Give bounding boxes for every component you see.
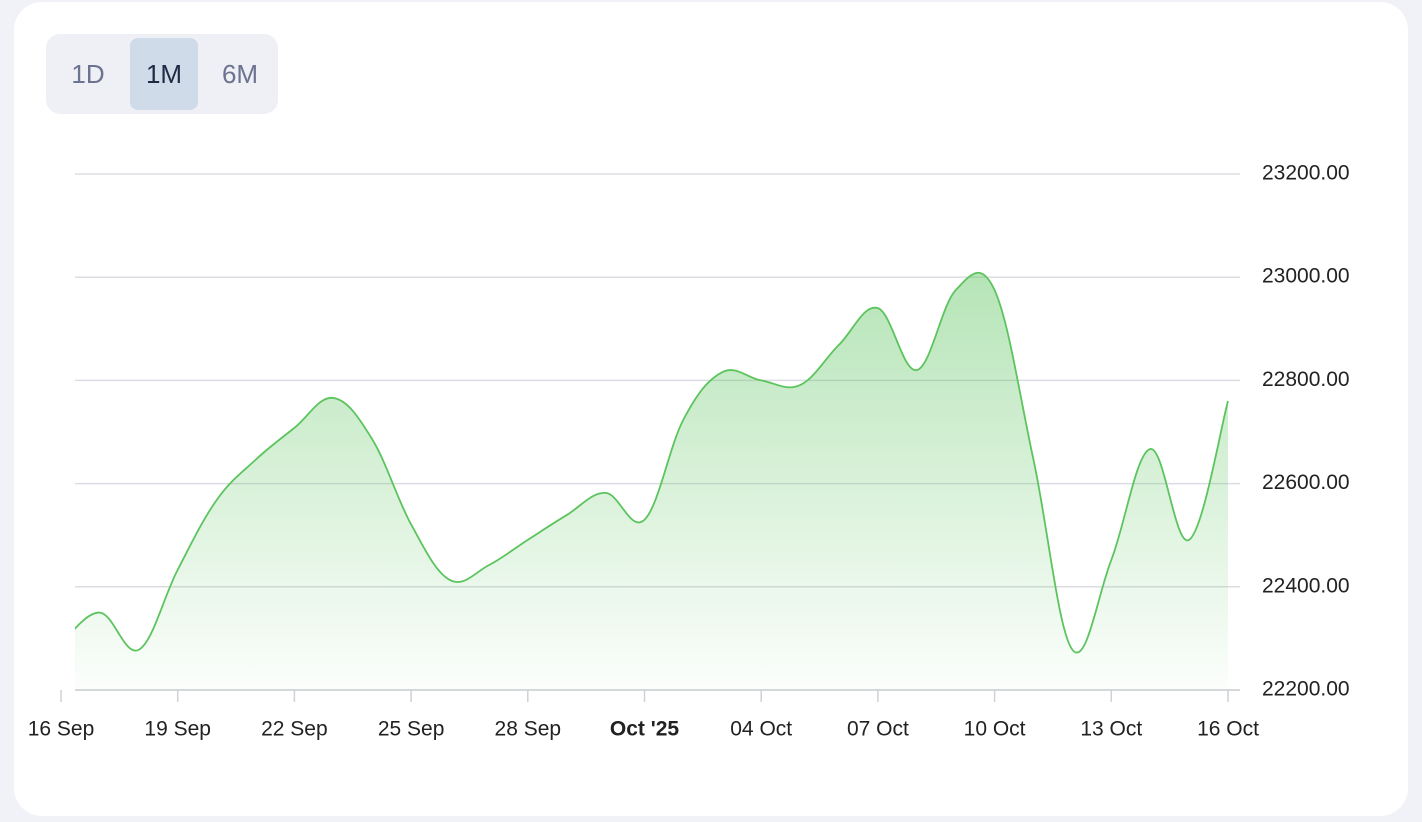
range-tab[interactable]: 1M: [130, 38, 198, 110]
plot: [75, 271, 1229, 690]
x-tick-label: 10 Oct: [964, 718, 1026, 741]
x-tick-label: 16 Oct: [1197, 718, 1259, 741]
y-tick-label: 23200.00: [1262, 162, 1350, 185]
x-tick-label: 28 Sep: [495, 718, 562, 741]
x-tick-label: 07 Oct: [847, 718, 909, 741]
x-tick-label: 25 Sep: [378, 718, 445, 741]
range-tabs: 1D 1M 6M: [46, 34, 278, 114]
x-tick-label: 22 Sep: [261, 718, 328, 741]
line: [75, 271, 1229, 654]
y-tick-label: 23000.00: [1262, 265, 1350, 288]
range-tab[interactable]: 6M: [221, 59, 259, 89]
range-tab[interactable]: 1D: [71, 59, 105, 89]
x-tick-label: 16 Sep: [28, 718, 95, 741]
y-tick-label: 22800.00: [1262, 368, 1350, 391]
x-tick-label: 04 Oct: [730, 718, 792, 741]
x-tick-label: 19 Sep: [144, 718, 211, 741]
x-tick-label: 13 Oct: [1080, 718, 1142, 741]
area: [75, 272, 1228, 690]
x-tick-label: Oct '25: [610, 718, 680, 741]
y-tick-label: 22400.00: [1262, 574, 1350, 597]
y-tick-label: 22600.00: [1262, 471, 1350, 494]
y-tick-label: 22200.00: [1262, 678, 1350, 701]
